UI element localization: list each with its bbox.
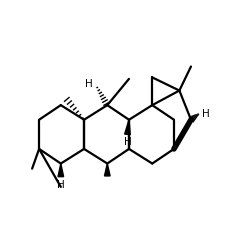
Text: H: H (57, 180, 64, 190)
Polygon shape (124, 120, 130, 135)
Text: H: H (84, 79, 92, 90)
Polygon shape (58, 163, 63, 177)
Text: H: H (201, 109, 209, 119)
Polygon shape (104, 163, 110, 176)
Text: H: H (123, 137, 131, 147)
